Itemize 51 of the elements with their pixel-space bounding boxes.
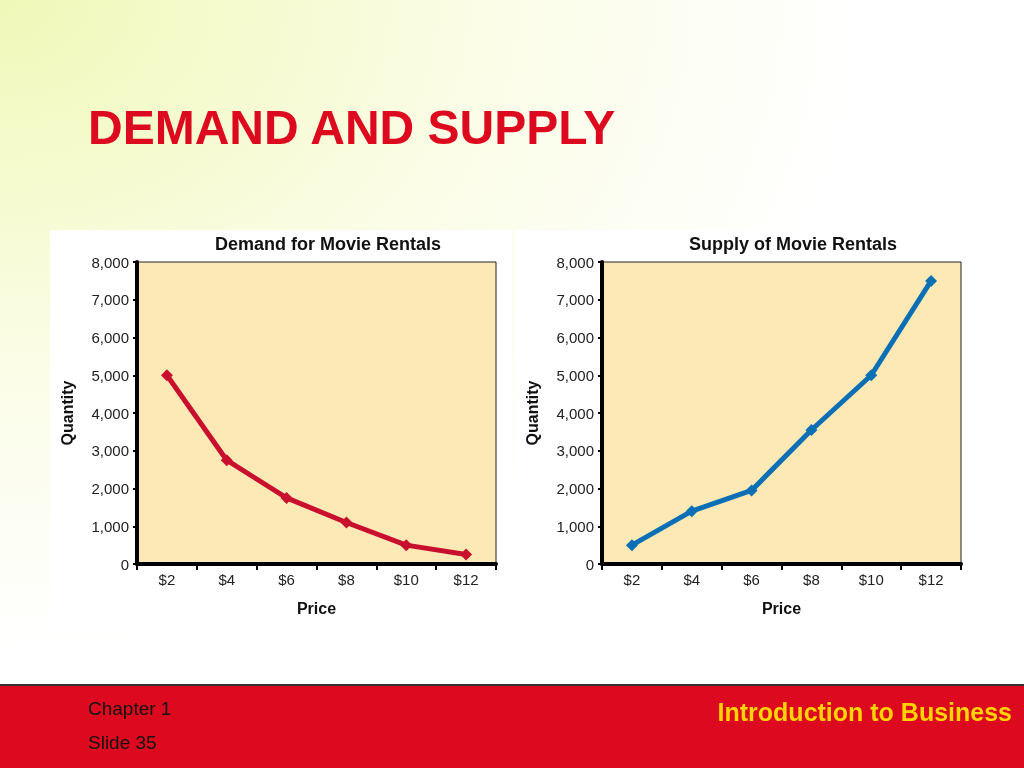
y-tick-label: 5,000	[91, 366, 129, 384]
text: DEMAND AND SUPPLY	[88, 100, 616, 155]
y-tick-label: 8,000	[91, 253, 129, 271]
x-tick-label: $12	[918, 571, 944, 588]
chart-title: Supply of Movie Rentals	[688, 234, 898, 254]
y-tick-label: 7,000	[556, 291, 594, 309]
y-tick-label: 6,000	[91, 329, 129, 346]
y-axis-title: Quantity	[58, 380, 76, 446]
y-tick-label: 2,000	[91, 480, 129, 497]
y-tick-label: 0	[585, 555, 594, 573]
point	[865, 369, 878, 382]
y-tick-label: 7,000	[91, 291, 129, 309]
x-tick-label: $2	[623, 571, 641, 588]
chart-title: Demand for Movie Rentals	[214, 234, 442, 254]
x-axis-title: Price	[296, 599, 337, 617]
x-tick-label: $4	[218, 571, 236, 588]
x-tick-label: $8	[338, 571, 355, 588]
text: Chapter 1	[88, 698, 172, 720]
x-tick-label: $2	[158, 571, 176, 588]
y-tick-label: 3,000	[91, 442, 129, 460]
point	[625, 539, 638, 552]
y-tick-label: 1,000	[91, 517, 129, 535]
y-tick-label: 3,000	[556, 442, 594, 460]
point	[685, 505, 698, 518]
y-tick-label: 4,000	[556, 404, 594, 422]
y-tick-label: 6,000	[556, 329, 594, 346]
text: Introduction to Business	[717, 698, 1012, 727]
point	[340, 516, 353, 529]
y-tick-label: 8,000	[556, 253, 594, 271]
x-tick-label: $4	[683, 571, 701, 588]
y-tick-label: 4,000	[91, 404, 129, 422]
point	[925, 274, 938, 287]
x-tick-label: $12	[453, 571, 479, 588]
point	[805, 423, 818, 436]
x-axis-title: Price	[761, 599, 802, 617]
x-tick-label: $8	[803, 571, 820, 588]
text: Slide 35	[88, 732, 157, 754]
x-tick-label: $10	[393, 571, 419, 588]
y-tick-label: 5,000	[556, 366, 594, 384]
x-tick-label: $6	[743, 571, 760, 588]
point	[280, 491, 293, 504]
point	[220, 454, 233, 467]
point	[160, 369, 173, 382]
x-tick-label: $6	[278, 571, 295, 588]
point	[460, 548, 473, 561]
y-tick-label: 1,000	[556, 517, 594, 535]
y-axis-title: Quantity	[523, 380, 541, 446]
y-tick-label: 2,000	[556, 480, 594, 497]
point	[745, 484, 758, 497]
x-tick-label: $10	[858, 571, 884, 588]
y-tick-label: 0	[120, 555, 129, 573]
